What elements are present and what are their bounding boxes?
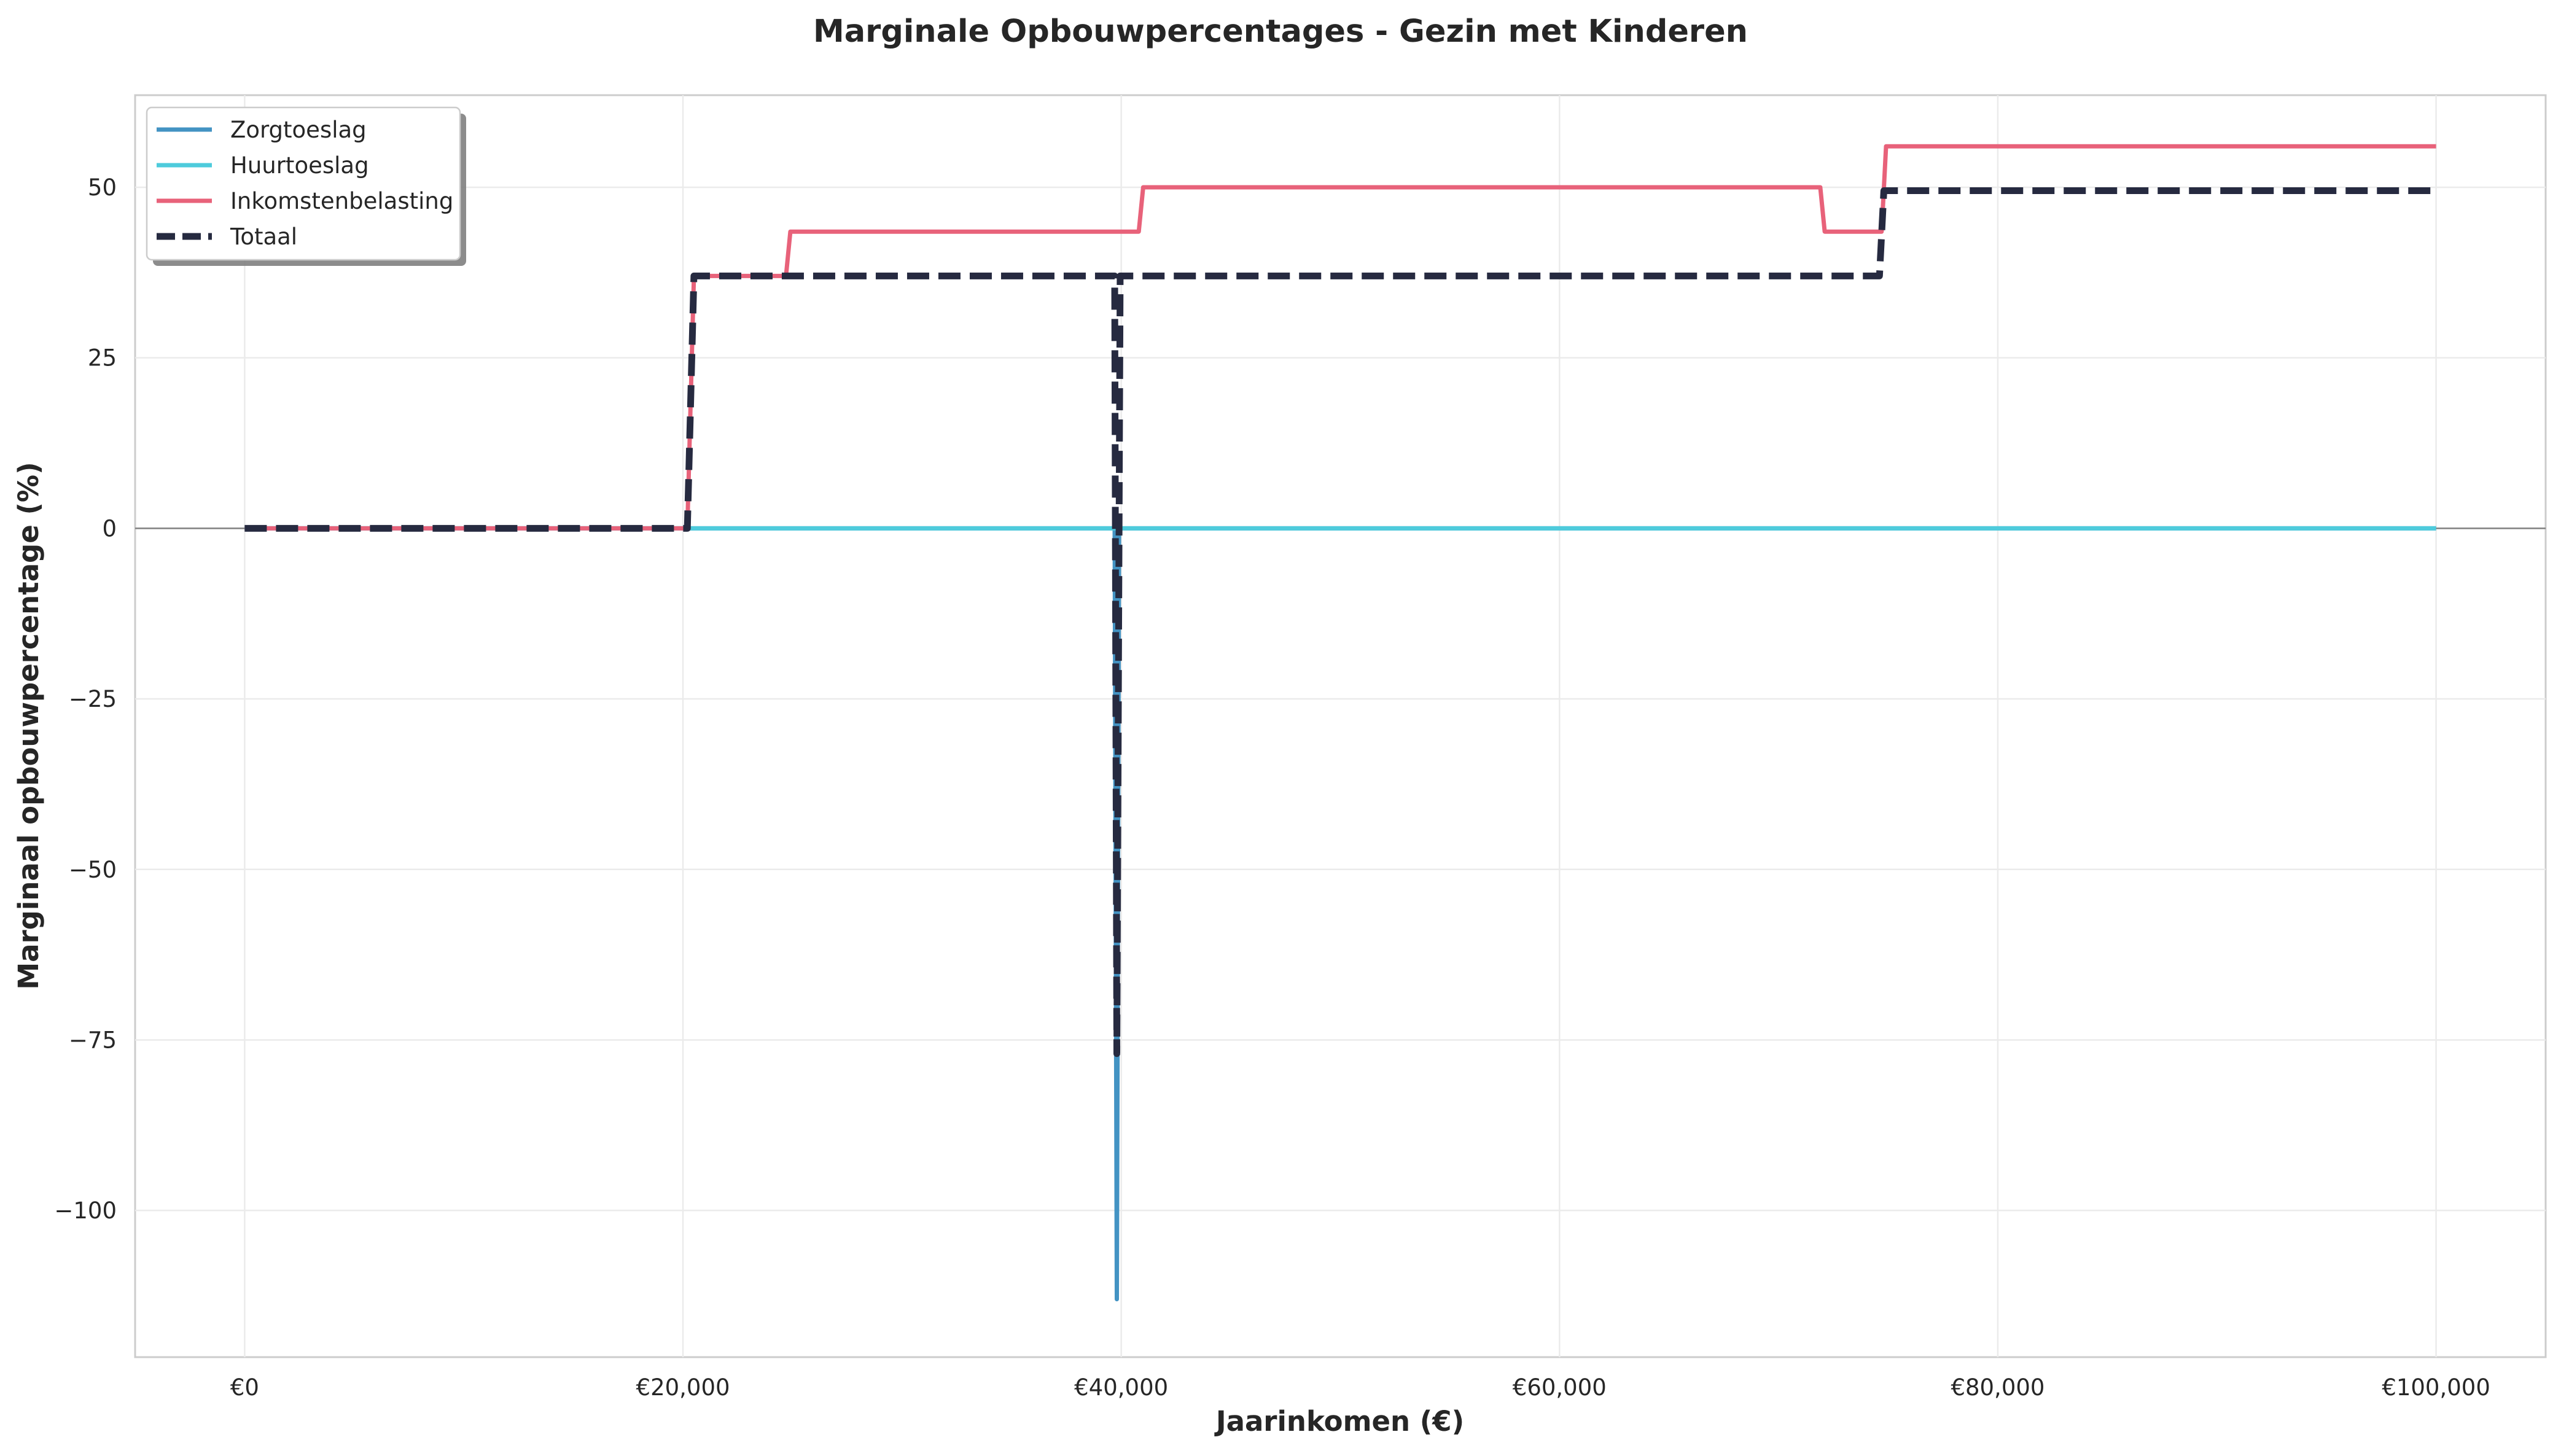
x-tick-label: €100,000: [2382, 1374, 2490, 1401]
y-tick-label: −25: [69, 686, 117, 712]
y-tick-label: −50: [69, 857, 117, 883]
x-tick-label: €40,000: [1074, 1374, 1168, 1401]
chart-title: Marginale Opbouwpercentages - Gezin met …: [813, 14, 1748, 50]
y-axis-label: Marginaal opbouwpercentage (%): [12, 462, 45, 989]
y-tick-labels: −100 −75 −50 −25 0 25 50: [54, 174, 117, 1224]
x-tick-label: €80,000: [1951, 1374, 2045, 1401]
x-tick-label: €60,000: [1513, 1374, 1607, 1401]
legend-items: Zorgtoeslag Huurtoeslag Inkomstenbelasting…: [157, 117, 453, 250]
series-lines: [244, 144, 2436, 1302]
y-tick-label: −100: [54, 1197, 117, 1224]
legend-label-zorgtoeslag: Zorgtoeslag: [230, 117, 367, 143]
x-tick-label: €0: [230, 1374, 259, 1401]
x-tick-labels: €0 €20,000 €40,000 €60,000 €80,000 €100,000: [230, 1374, 2490, 1401]
x-tick-label: €20,000: [636, 1374, 730, 1401]
y-tick-label: 25: [88, 345, 117, 372]
y-tick-label: −75: [69, 1027, 117, 1053]
series-line-totaal: [244, 187, 2436, 1057]
legend-box: [146, 106, 461, 261]
legend: Zorgtoeslag Huurtoeslag Inkomstenbelasting…: [146, 106, 466, 266]
legend-label-inkomstenbelasting: Inkomstenbelasting: [230, 188, 453, 214]
legend-label-totaal: Totaal: [230, 224, 297, 250]
y-tick-label: 50: [88, 174, 117, 201]
legend-label-huurtoeslag: Huurtoeslag: [230, 152, 369, 179]
x-axis-label: Jaarinkomen (€): [1214, 1405, 1464, 1438]
plot-frame: [134, 94, 2547, 1358]
y-tick-label: 0: [102, 515, 117, 542]
